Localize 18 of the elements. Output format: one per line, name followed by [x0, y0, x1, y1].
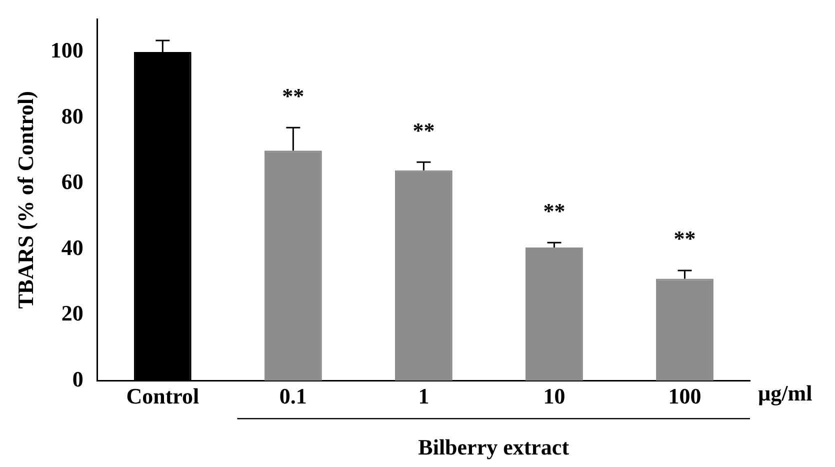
text: µg/ml: [758, 380, 812, 406]
y-axis-title: TBARS (% of Control): [12, 91, 38, 309]
annotation: **: [282, 83, 304, 108]
annotation: **: [674, 226, 696, 252]
x-tick-label: 10: [543, 383, 566, 408]
annotation: **: [543, 198, 566, 224]
y-tick-label: 100: [50, 38, 84, 63]
y-tick-label: 80: [61, 103, 84, 128]
x-tick-label: 1: [418, 383, 430, 408]
x-tick-label: Control: [126, 383, 200, 408]
annotation: **: [412, 118, 435, 143]
y-tick-label: 60: [61, 169, 84, 194]
y-tick-label: 20: [61, 300, 84, 326]
y-tick-label: 0: [72, 366, 84, 392]
x-tick-label: 0.1: [279, 383, 307, 408]
x-tick-label: 100: [668, 383, 702, 408]
x-axis-title: Bilberry extract: [418, 434, 570, 460]
y-tick-label: 40: [61, 234, 84, 260]
